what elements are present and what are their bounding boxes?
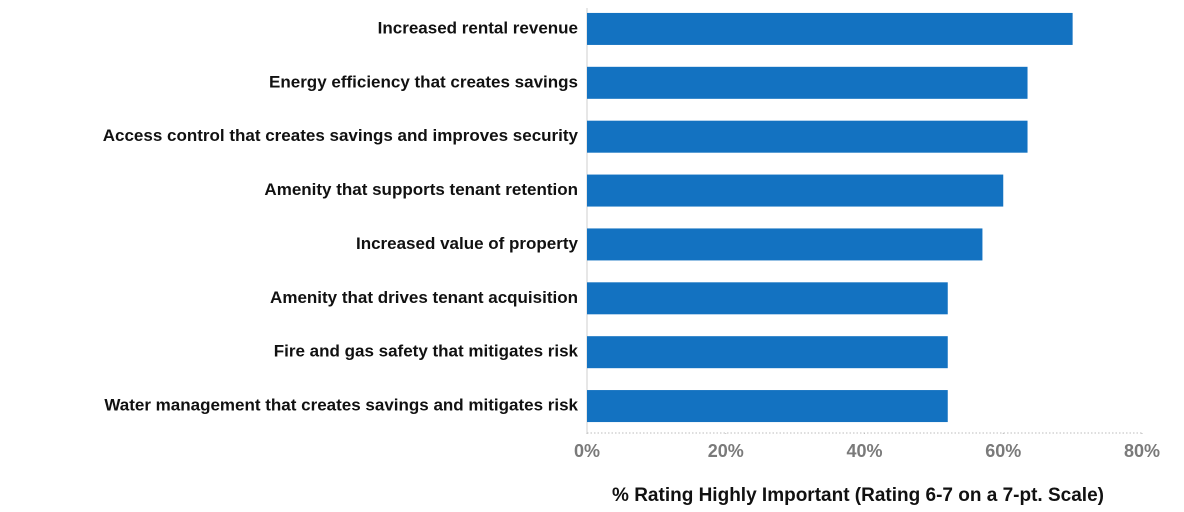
y-tick-label: Increased value of property xyxy=(356,234,579,253)
bar xyxy=(587,282,948,315)
x-tick-label: 40% xyxy=(846,441,882,461)
y-tick-label: Increased rental revenue xyxy=(378,18,578,37)
y-tick-label: Fire and gas safety that mitigates risk xyxy=(274,342,579,361)
y-tick-label: Amenity that drives tenant acquisition xyxy=(270,288,578,307)
bar xyxy=(587,336,948,369)
x-axis-title: % Rating Highly Important (Rating 6-7 on… xyxy=(612,485,1104,506)
x-tick-label: 20% xyxy=(708,441,744,461)
bar xyxy=(587,120,1028,153)
bar xyxy=(587,174,1004,207)
x-tick-label: 80% xyxy=(1124,441,1160,461)
bar xyxy=(587,228,983,261)
y-tick-label: Amenity that supports tenant retention xyxy=(264,180,578,199)
x-tick-label: 0% xyxy=(574,441,600,461)
x-tick-label: 60% xyxy=(985,441,1021,461)
y-tick-label: Energy efficiency that creates savings xyxy=(269,72,578,91)
bar xyxy=(587,12,1073,45)
bar xyxy=(587,390,948,423)
bar xyxy=(587,66,1028,99)
y-tick-label: Water management that creates savings an… xyxy=(104,396,578,415)
y-tick-label: Access control that creates savings and … xyxy=(103,126,579,145)
